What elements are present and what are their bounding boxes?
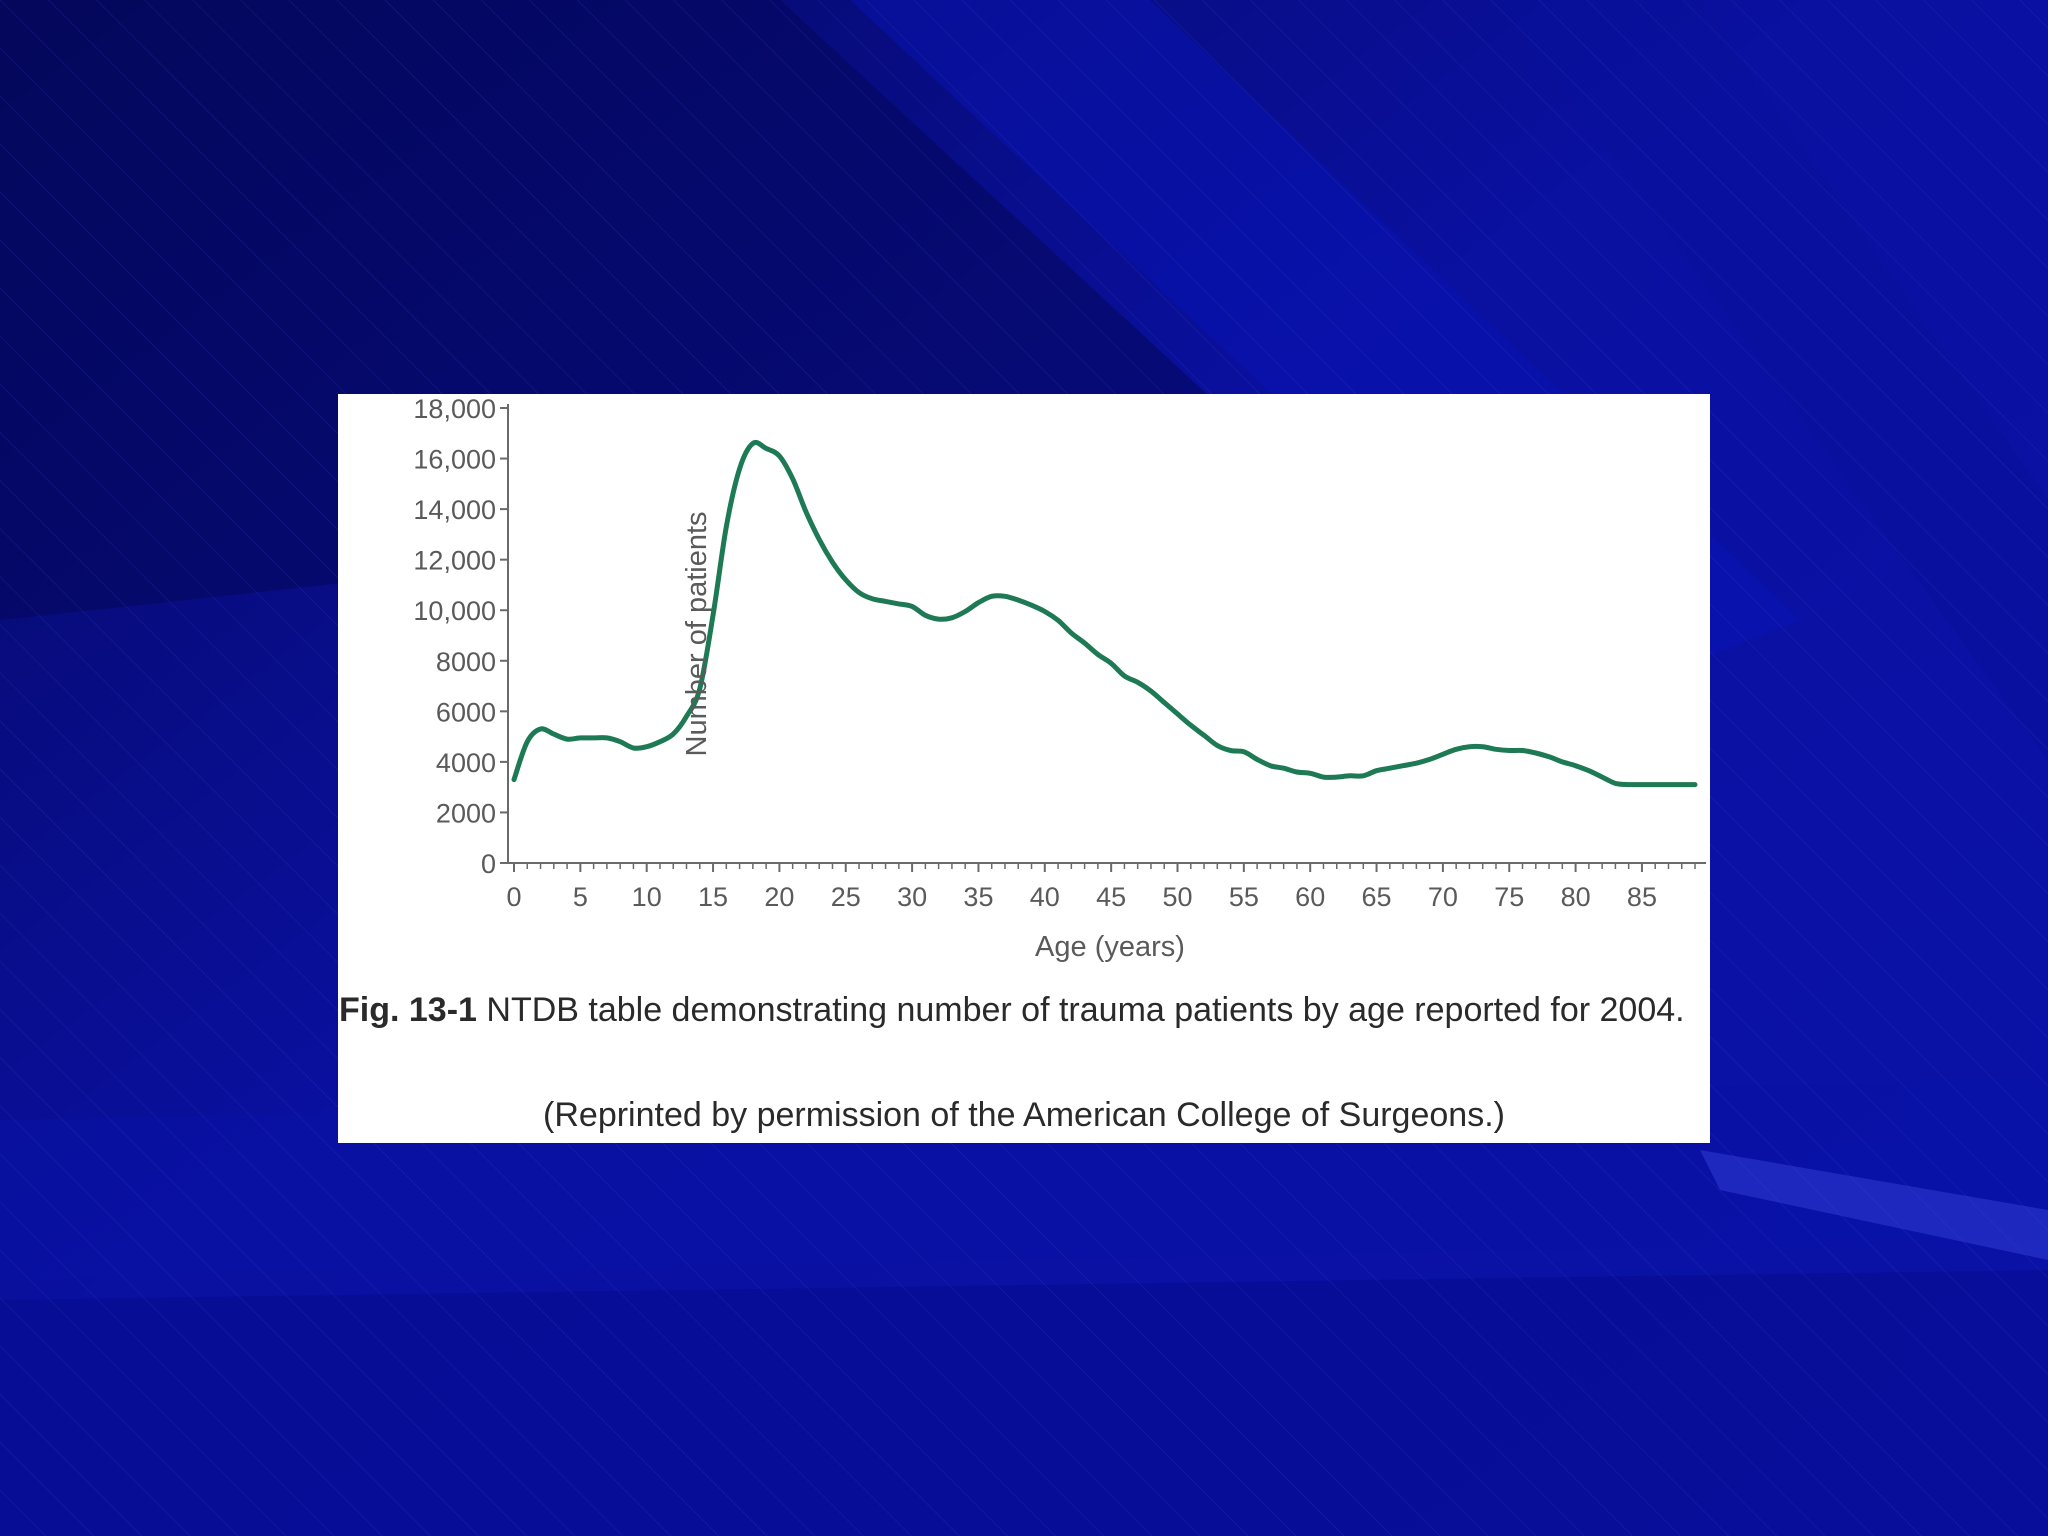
y-tick-label: 4000: [436, 748, 496, 778]
x-tick-label: 65: [1362, 882, 1392, 912]
x-tick-label: 25: [831, 882, 861, 912]
chart-ticks: 0 2000 4000 6000 8000 10,000 12,000 14,000 16,00…: [413, 394, 1696, 912]
figure-caption: Fig. 13-1 NTDB table demonstrating numbe…: [339, 988, 1701, 1032]
figure-panel: 0 2000 4000 6000 8000 10,000 12,000 14,000 16,00…: [338, 394, 1710, 1143]
y-tick-label: 12,000: [413, 546, 496, 576]
x-tick-label: 70: [1428, 882, 1458, 912]
y-tick-label: 6000: [436, 697, 496, 727]
x-tick-label: 40: [1030, 882, 1060, 912]
series-line-patients: [511, 439, 1698, 788]
x-axis-label: Age (years): [1035, 931, 1185, 963]
y-tick-label: 2000: [436, 798, 496, 828]
x-tick-label: 55: [1229, 882, 1259, 912]
x-tick-label: 10: [632, 882, 662, 912]
line-chart: 0 2000 4000 6000 8000 10,000 12,000 14,000 16,00…: [413, 394, 1706, 963]
x-tick-label: 0: [506, 882, 521, 912]
x-tick-label: 80: [1561, 882, 1591, 912]
y-axis-label: Number of patients: [681, 511, 713, 756]
x-tick-label: 85: [1627, 882, 1657, 912]
y-tick-label: 14,000: [413, 495, 496, 525]
caption-text: NTDB table demonstrating number of traum…: [476, 991, 1685, 1029]
x-tick-label: 20: [764, 882, 794, 912]
x-tick-label: 45: [1096, 882, 1126, 912]
x-tick-label: 75: [1494, 882, 1524, 912]
x-tick-label: 5: [573, 882, 588, 912]
figure-credit: (Reprinted by permission of the American…: [543, 1096, 1505, 1134]
y-tick-label: 10,000: [413, 596, 496, 626]
x-tick-label: 30: [897, 882, 927, 912]
y-tick-label: 16,000: [413, 445, 496, 475]
caption-label: Fig. 13-1: [339, 991, 477, 1029]
y-tick-label: 0: [481, 849, 496, 879]
chart-axes: [507, 404, 1706, 864]
x-tick-label: 50: [1162, 882, 1192, 912]
y-tick-label: 18,000: [413, 394, 496, 424]
x-tick-label: 60: [1295, 882, 1325, 912]
y-tick-label: 8000: [436, 647, 496, 677]
x-tick-label: 15: [698, 882, 728, 912]
x-tick-label: 35: [963, 882, 993, 912]
